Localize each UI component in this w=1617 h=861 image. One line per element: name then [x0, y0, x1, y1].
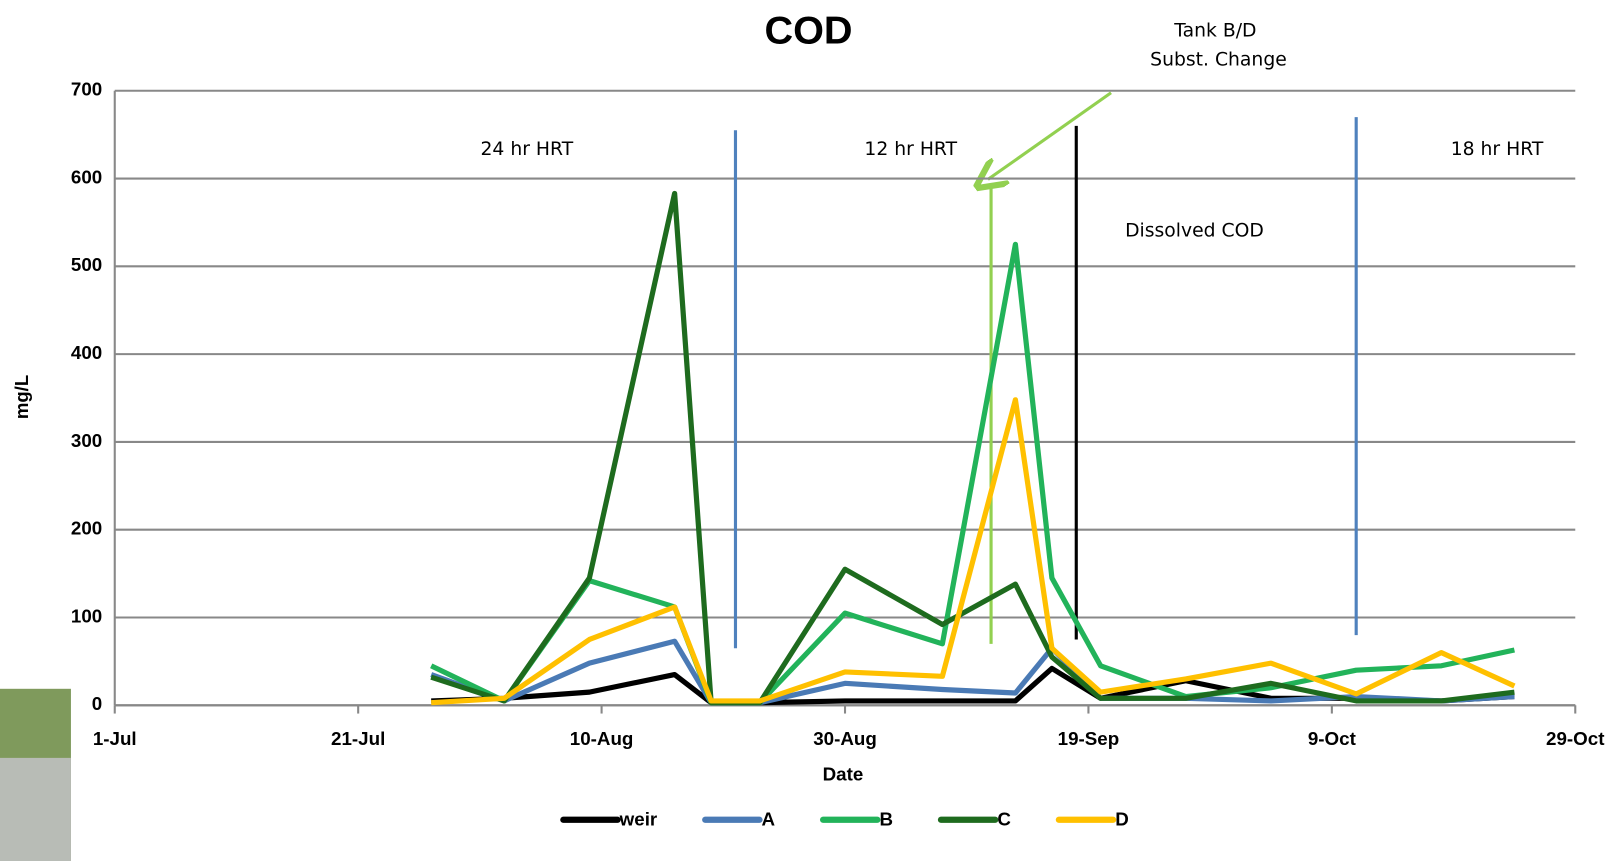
x-axis-label: Date	[823, 763, 864, 784]
legend-label: A	[762, 809, 776, 830]
y-tick-label: 400	[71, 342, 102, 363]
y-tick-label: 100	[71, 605, 102, 626]
y-tick-label: 500	[71, 254, 102, 275]
series-line	[431, 244, 1514, 702]
annotation: Tank B/D	[1173, 20, 1256, 41]
annotation: Subst. Change	[1150, 49, 1287, 70]
annotation: 12 hr HRT	[864, 139, 957, 160]
x-tick-label: 21-Jul	[331, 728, 385, 749]
chart: COD Date mg/L 24 hr HRT 12 hr HRT 18 hr …	[0, 0, 1617, 861]
legend-label: D	[1115, 809, 1129, 830]
annotation: 18 hr HRT	[1451, 139, 1544, 160]
chart-title: COD	[764, 9, 852, 53]
x-tick-label: 30-Aug	[813, 728, 877, 749]
legend-label: weir	[619, 809, 658, 830]
legend-label: C	[997, 809, 1011, 830]
series-line	[431, 193, 1514, 702]
y-axis-label: mg/L	[11, 375, 32, 419]
x-tick-label: 10-Aug	[570, 728, 634, 749]
y-tick-label: 0	[92, 693, 102, 714]
annotation: 24 hr HRT	[480, 139, 573, 160]
x-tick-label: 1-Jul	[93, 728, 137, 749]
x-tick-label: 29-Oct	[1546, 728, 1604, 749]
y-tick-label: 600	[71, 167, 102, 188]
y-tick-label: 200	[71, 518, 102, 539]
legend-label: B	[879, 809, 893, 830]
x-tick-label: 9-Oct	[1308, 728, 1356, 749]
x-tick-label: 19-Sep	[1058, 728, 1120, 749]
annotation: Dissolved COD	[1125, 221, 1264, 242]
y-tick-label: 300	[71, 430, 102, 451]
photo-thumbnail-lower	[0, 758, 71, 861]
annotation-arrow	[988, 93, 1111, 180]
y-tick-label: 700	[71, 79, 102, 100]
